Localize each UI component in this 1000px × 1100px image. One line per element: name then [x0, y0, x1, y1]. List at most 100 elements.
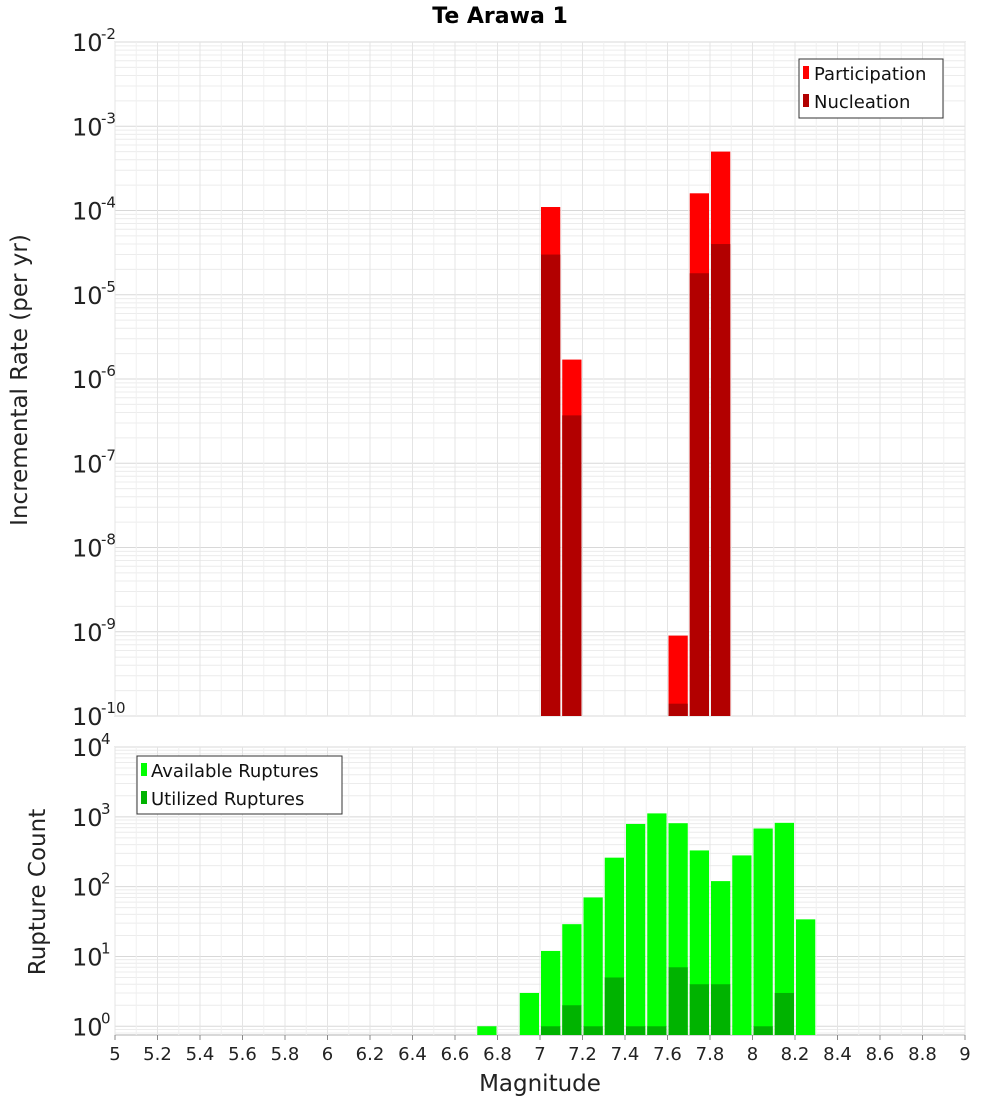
rate-grid — [114, 41, 966, 717]
legend-label-participation: Participation — [814, 64, 926, 85]
x-tick-label: 6.6 — [441, 1044, 470, 1065]
count-bar-utilized-ruptures — [626, 1026, 646, 1035]
rate-y-tick-exponent: -5 — [101, 278, 116, 296]
rate-y-tick-label: 10 — [72, 535, 103, 563]
rate-y-tick-label: 10 — [72, 450, 103, 478]
count-bar-utilized-ruptures — [668, 967, 688, 1035]
count-bar-utilized-ruptures — [604, 977, 624, 1035]
count-bar-utilized-ruptures — [541, 1026, 561, 1035]
x-axis-ticks: 5 5.2 5.4 5.6 5.8 6 6.2 6.4 6.6 6.8 7 7.2 7.4 7.6 7.8 8… — [109, 1035, 971, 1065]
rate-y-tick-label: 10 — [72, 29, 103, 57]
x-tick-label: 8.8 — [908, 1044, 937, 1065]
rate-bar-nucleation — [541, 254, 561, 716]
rate-y-tick-exponent: -6 — [101, 362, 116, 380]
chart-title: Te Arawa 1 — [432, 4, 568, 29]
rate-legend-box — [798, 58, 944, 119]
legend-swatch-participation — [803, 66, 809, 79]
count-y-axis-label: Rupture Count — [25, 809, 51, 975]
legend-swatch-available-ruptures — [141, 763, 147, 776]
rate-y-tick-exponent: -9 — [101, 615, 116, 633]
x-tick-label: 5.6 — [228, 1044, 257, 1065]
x-tick-label: 7.6 — [653, 1044, 682, 1065]
x-tick-label: 5.2 — [143, 1044, 172, 1065]
count-bar-utilized-ruptures — [647, 1026, 667, 1035]
rate-bar-nucleation — [689, 273, 709, 716]
x-tick-label: 6.4 — [398, 1044, 427, 1065]
legend-swatch-nucleation — [803, 94, 809, 107]
rate-y-tick-exponent: -7 — [101, 446, 116, 464]
count-bar-available-ruptures — [753, 828, 773, 1035]
count-bar-available-ruptures — [774, 822, 794, 1035]
count-grid — [114, 746, 966, 1035]
x-tick-label: 8.4 — [823, 1044, 852, 1065]
x-tick-label: 8.2 — [781, 1044, 810, 1065]
count-y-tick-label: 10 — [72, 804, 103, 832]
count-y-tick-label: 10 — [72, 943, 103, 971]
x-tick-label: 6 — [322, 1044, 333, 1065]
rate-bar-participation — [668, 635, 688, 716]
x-tick-label: 8.6 — [866, 1044, 895, 1065]
count-bar-available-ruptures — [583, 897, 603, 1035]
x-tick-label: 5 — [109, 1044, 120, 1065]
x-tick-label: 5.4 — [186, 1044, 215, 1065]
count-bar-available-ruptures — [541, 950, 561, 1035]
count-bar-available-ruptures — [647, 813, 667, 1035]
x-tick-label: 9 — [959, 1044, 970, 1065]
count-legend-box — [136, 755, 343, 815]
count-bar-available-ruptures — [626, 823, 646, 1035]
count-legend: Available Ruptures Utilized Ruptures — [136, 755, 343, 815]
x-tick-label: 6.2 — [356, 1044, 385, 1065]
count-bar-available-ruptures — [732, 855, 752, 1035]
count-y-tick-label: 10 — [72, 734, 103, 762]
count-y-tick-exponent: 4 — [101, 730, 111, 748]
count-bar-utilized-ruptures — [689, 984, 709, 1035]
count-y-tick-exponent: 2 — [101, 870, 111, 888]
x-tick-label: 6.8 — [483, 1044, 512, 1065]
rate-y-tick-exponent: -10 — [101, 699, 126, 717]
rate-bar-nucleation — [668, 703, 688, 716]
legend-swatch-utilized-ruptures — [141, 791, 147, 804]
x-tick-label: 7.2 — [568, 1044, 597, 1065]
rate-y-tick-exponent: -2 — [101, 25, 116, 43]
x-tick-label: 7.8 — [696, 1044, 725, 1065]
rate-bar-nucleation — [562, 415, 582, 716]
rate-bar-nucleation — [711, 244, 731, 717]
rate-legend: Participation Nucleation — [798, 58, 944, 119]
count-y-tick-label: 10 — [72, 874, 103, 902]
count-bar-available-ruptures — [477, 1026, 497, 1035]
rate-y-axis-label: Incremental Rate (per yr) — [7, 234, 33, 526]
legend-label-available-ruptures: Available Ruptures — [151, 761, 319, 782]
rate-y-tick-label: 10 — [72, 198, 103, 226]
count-bar-available-ruptures — [519, 992, 539, 1035]
count-bars — [477, 813, 816, 1035]
count-bar-utilized-ruptures — [562, 1005, 582, 1035]
count-y-tick-exponent: 1 — [101, 939, 111, 957]
rate-y-tick-exponent: -8 — [101, 531, 116, 549]
x-tick-label: 8 — [747, 1044, 758, 1065]
rate-bars — [541, 151, 731, 717]
count-y-tick-exponent: 0 — [101, 1009, 111, 1027]
count-bar-utilized-ruptures — [583, 1026, 603, 1035]
legend-label-nucleation: Nucleation — [814, 92, 910, 113]
rate-y-tick-label: 10 — [72, 366, 103, 394]
count-bar-available-ruptures — [796, 919, 816, 1035]
rate-y-tick-label: 10 — [72, 282, 103, 310]
x-axis-label: Magnitude — [479, 1071, 601, 1097]
rate-y-tick-exponent: -4 — [101, 194, 116, 212]
rate-y-tick-exponent: -3 — [101, 109, 116, 127]
count-bar-utilized-ruptures — [774, 992, 794, 1035]
rate-y-tick-label: 10 — [72, 113, 103, 141]
count-y-tick-label: 10 — [72, 1013, 103, 1041]
x-tick-label: 7 — [534, 1044, 545, 1065]
legend-label-utilized-ruptures: Utilized Ruptures — [151, 789, 304, 810]
x-tick-label: 5.8 — [271, 1044, 300, 1065]
rate-y-tick-label: 10 — [72, 619, 103, 647]
count-bar-utilized-ruptures — [711, 984, 731, 1035]
x-tick-label: 7.4 — [611, 1044, 640, 1065]
count-y-tick-exponent: 3 — [101, 800, 111, 818]
